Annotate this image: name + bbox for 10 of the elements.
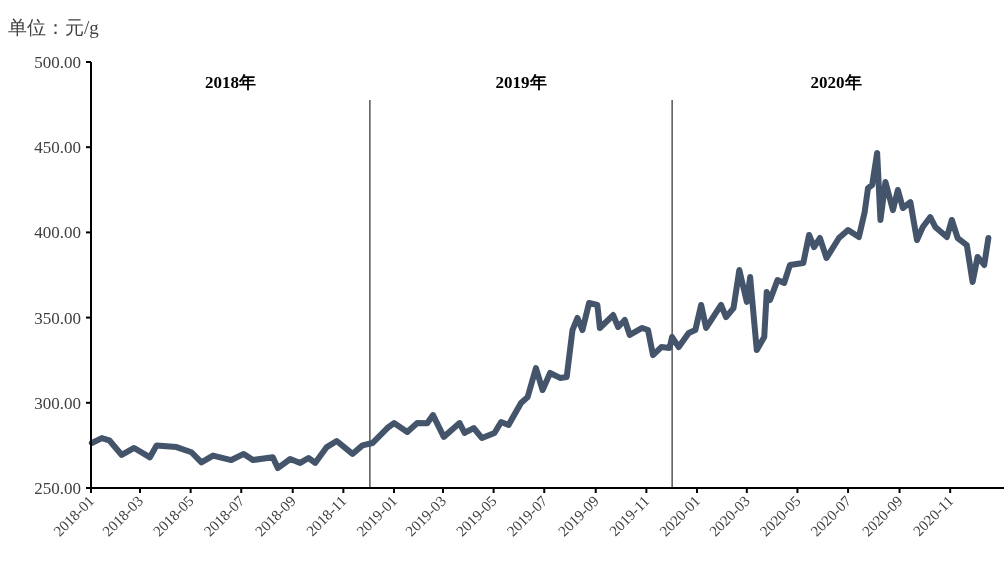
y-tick-label: 500.00 xyxy=(34,53,81,72)
y-tick-label: 450.00 xyxy=(34,138,81,158)
annotation: 2018年 xyxy=(204,73,256,92)
y-tick-label: 350.00 xyxy=(34,308,81,328)
y-tick-label: 250.00 xyxy=(34,479,81,498)
y-tick-label: 400.00 xyxy=(34,223,81,243)
annotation: 2020年 xyxy=(810,73,862,92)
y-axis-title: 单位：元/g xyxy=(8,17,100,38)
annotation: 2019年 xyxy=(495,73,547,92)
y-tick-label: 300.00 xyxy=(34,393,81,413)
